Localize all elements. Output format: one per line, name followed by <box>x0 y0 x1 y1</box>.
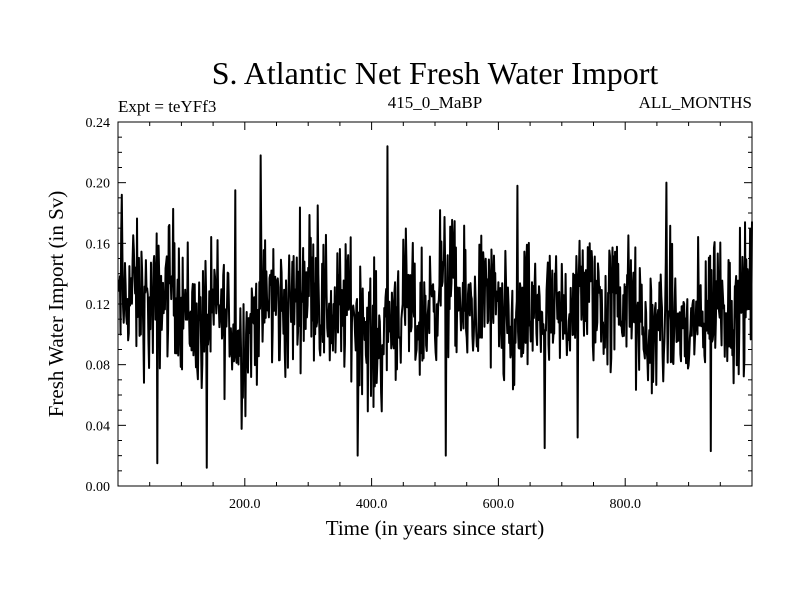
months-label: ALL_MONTHS <box>639 93 752 112</box>
x-tick-label: 200.0 <box>229 497 261 512</box>
chart-title: S. Atlantic Net Fresh Water Import <box>212 55 659 91</box>
plot-frame <box>117 121 753 487</box>
y-tick-label: 0.16 <box>86 237 111 252</box>
y-tick-label: 0.12 <box>86 298 111 313</box>
x-axis: 200.0 400.0 600.0 800.0 <box>149 122 721 512</box>
x-axis-label: Time (in years since start) <box>326 516 545 540</box>
x-tick-label: 400.0 <box>356 497 388 512</box>
y-tick-label: 0.00 <box>86 480 111 495</box>
y-axis: 0.00 0.04 0.08 0.12 0.16 0.20 0.24 <box>86 116 752 495</box>
y-tick-label: 0.04 <box>86 419 111 434</box>
y-tick-label: 0.20 <box>86 177 111 192</box>
y-tick-label: 0.08 <box>86 359 111 374</box>
y-axis-label: Fresh Water Import (in Sv) <box>44 191 68 418</box>
series-line <box>117 145 753 469</box>
x-tick-label: 800.0 <box>609 497 641 512</box>
y-tick-label: 0.24 <box>86 116 111 131</box>
experiment-label: Expt = teYFf3 <box>118 97 216 116</box>
period-label: 415_0_MaBP <box>388 93 482 112</box>
x-tick-label: 600.0 <box>483 497 515 512</box>
